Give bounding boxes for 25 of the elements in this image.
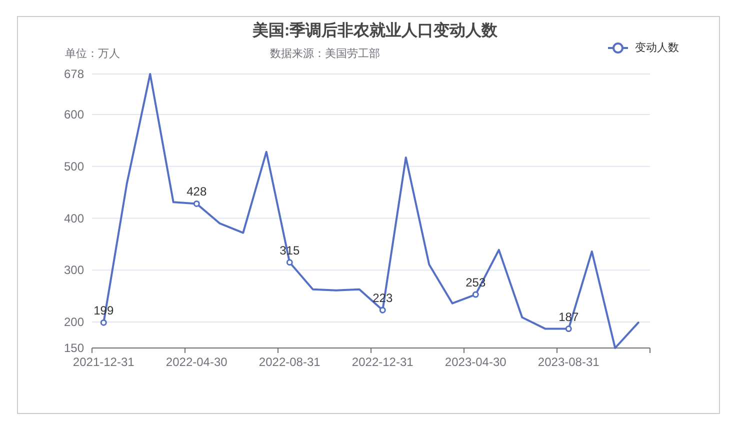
point (379, 306, 386, 314)
point (193, 200, 200, 207)
x-tick-label: 2021-12-31 (72, 355, 135, 369)
y-tick-label: 150 (64, 341, 84, 355)
x-tick-label: 2023-04-30 (444, 355, 507, 369)
legend: 变动人数 (608, 42, 679, 54)
y-tick-label: 400 (64, 211, 84, 226)
legend-label: 变动人数 (635, 41, 679, 54)
source-note: 数据来源：美国劳工部 (270, 47, 380, 60)
x-tick-label: 2022-12-31 (352, 355, 414, 369)
point (286, 259, 293, 266)
point (100, 319, 107, 326)
y-tick-label: 500 (64, 159, 84, 174)
y-tick-label: 200 (64, 315, 84, 330)
point (472, 291, 479, 298)
y-axis-title: 单位：万人 (65, 47, 120, 60)
chart-title: 美国:季调后非农就业人口变动人数 (251, 20, 499, 40)
x-tick-label: 2023-08-31 (538, 355, 600, 369)
data-label: 428 (186, 184, 207, 199)
y-tick-label: 600 (64, 107, 84, 122)
x-tick-label: 2022-04-30 (166, 355, 228, 369)
point (565, 326, 572, 332)
y-tick-label: 300 (64, 263, 84, 278)
y-tick-label: 678 (64, 67, 84, 81)
x-tick-label: 2022-08-31 (258, 355, 321, 369)
